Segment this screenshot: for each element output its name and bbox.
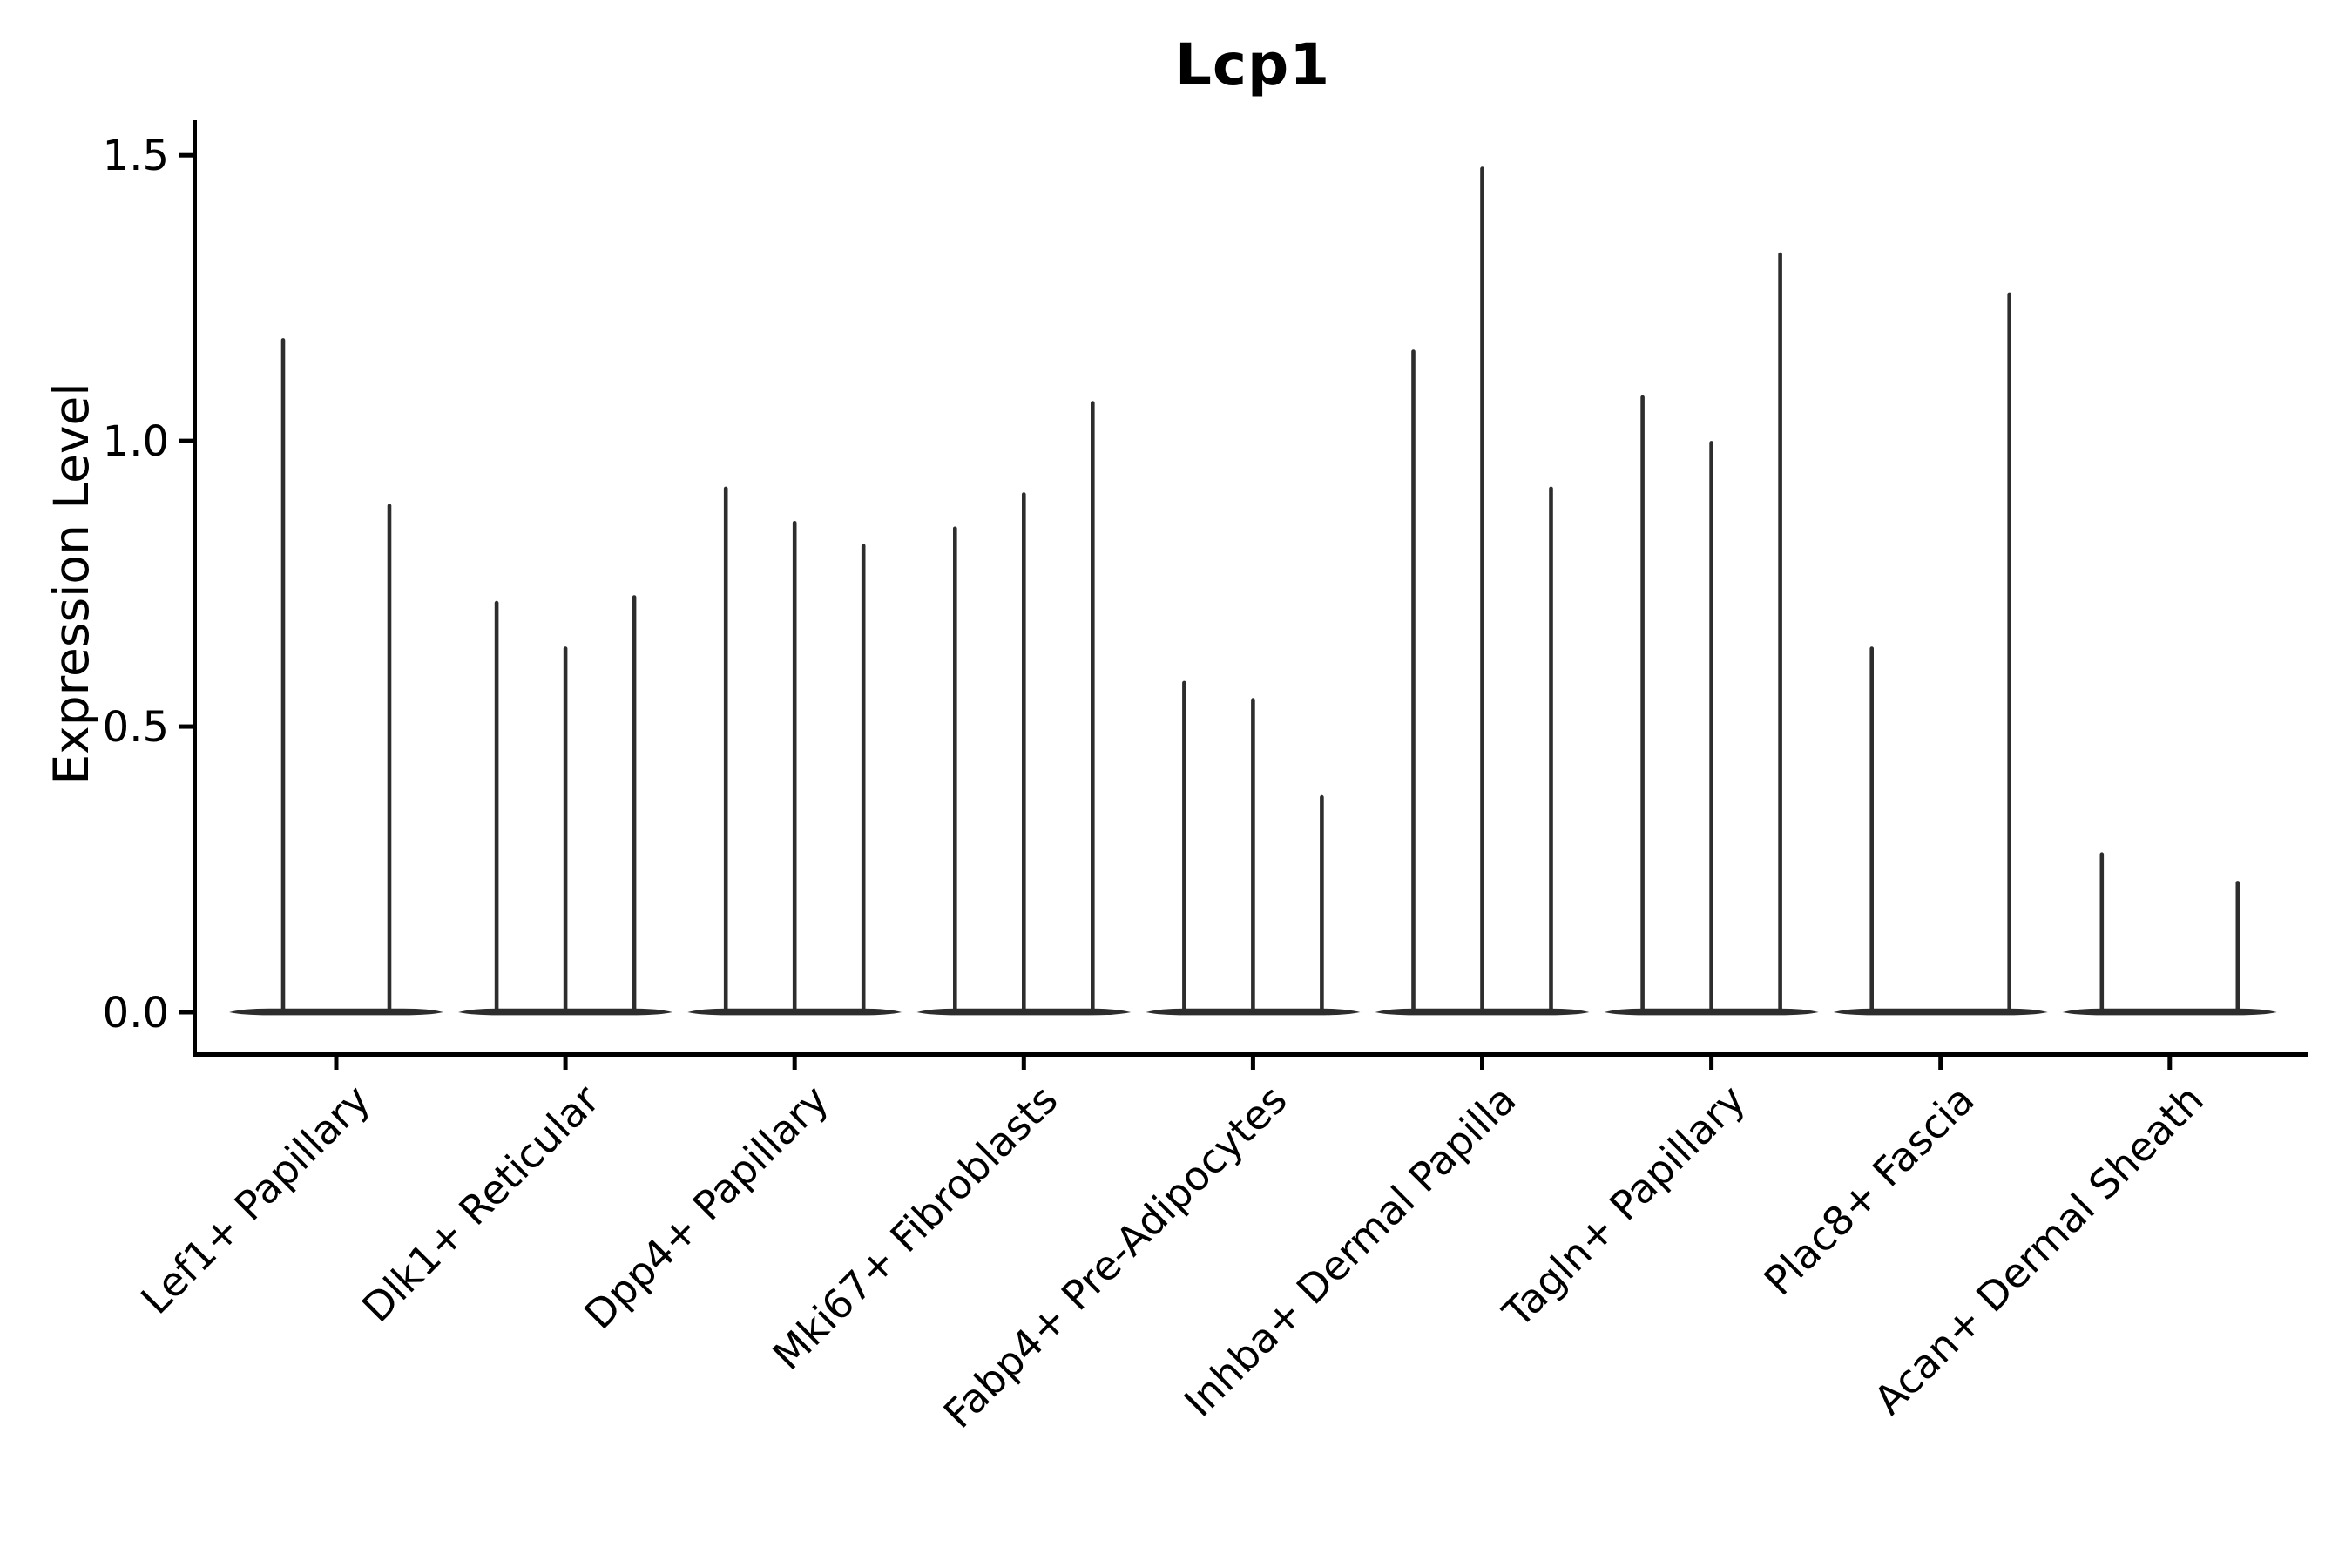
- x-tick-dpp4-papillary: [792, 1057, 797, 1070]
- violin-spike-dlk1-reticular-2: [632, 595, 637, 1014]
- violin-base-mki67-fibroblasts: [916, 1008, 1132, 1016]
- violin-spike-plac8-fascia-0: [1869, 646, 1874, 1014]
- violin-spike-mki67-fibroblasts-2: [1091, 401, 1095, 1014]
- violin-spike-mki67-fibroblasts-1: [1022, 492, 1026, 1014]
- violin-spike-acan-dermal-sheath-0: [2099, 852, 2105, 1014]
- violin-base-dlk1-reticular: [458, 1008, 673, 1016]
- y-tick-label-1.0: 1.0: [103, 417, 169, 466]
- y-tick-0.5: [179, 724, 193, 729]
- y-tick-label-0.0: 0.0: [103, 989, 169, 1037]
- y-axis-label: Expression Level: [44, 382, 99, 785]
- violin-spike-fabp4-pre-adipocytes-0: [1182, 680, 1186, 1014]
- violin-base-fabp4-pre-adipocytes: [1146, 1008, 1361, 1016]
- x-tick-fabp4-pre-adipocytes: [1250, 1057, 1255, 1070]
- violin-base-inhba-dermal-papilla: [1375, 1008, 1590, 1016]
- violin-spike-inhba-dermal-papilla-0: [1411, 349, 1416, 1014]
- x-axis-spine: [193, 1052, 2308, 1057]
- violin-spike-mki67-fibroblasts-0: [953, 526, 957, 1014]
- violin-spike-fabp4-pre-adipocytes-2: [1320, 794, 1324, 1014]
- x-tick-acan-dermal-sheath: [2167, 1057, 2173, 1070]
- violin-spike-lef1-papillary-1: [387, 504, 392, 1014]
- violin-base-acan-dermal-sheath: [2062, 1008, 2277, 1016]
- violin-spike-fabp4-pre-adipocytes-1: [1251, 698, 1255, 1014]
- violin-spike-acan-dermal-sheath-1: [2235, 881, 2240, 1014]
- violin-base-tagln-papillary: [1604, 1008, 1819, 1016]
- y-tick-label-0.5: 0.5: [103, 703, 169, 752]
- violin-spike-dpp4-papillary-0: [723, 486, 728, 1014]
- x-tick-mki67-fibroblasts: [1021, 1057, 1026, 1070]
- violin-spike-inhba-dermal-papilla-2: [1549, 486, 1553, 1014]
- x-tick-label-dpp4-papillary: Dpp4+ Papillary: [575, 1076, 837, 1338]
- violin-spike-plac8-fascia-1: [2007, 292, 2011, 1015]
- violin-spike-dpp4-papillary-2: [861, 544, 866, 1014]
- violin-spike-tagln-papillary-0: [1640, 395, 1645, 1014]
- violin-spike-dlk1-reticular-0: [494, 600, 499, 1014]
- y-tick-label-1.5: 1.5: [103, 132, 169, 180]
- violin-base-lef1-papillary: [229, 1008, 443, 1016]
- y-tick-1.5: [179, 152, 193, 158]
- violin-spike-dlk1-reticular-1: [563, 646, 568, 1014]
- x-tick-label-lef1-papillary: Lef1+ Papillary: [132, 1076, 379, 1323]
- y-tick-0.0: [179, 1010, 193, 1015]
- x-tick-label-tagln-papillary: Tagln+ Papillary: [1493, 1076, 1754, 1337]
- x-tick-label-plac8-fascia: Plac8+ Fascia: [1754, 1076, 1983, 1304]
- y-axis-spine: [193, 120, 197, 1057]
- violin-spike-tagln-papillary-1: [1709, 441, 1713, 1015]
- x-tick-lef1-papillary: [334, 1057, 339, 1070]
- x-tick-plac8-fascia: [1938, 1057, 1943, 1070]
- x-tick-tagln-papillary: [1709, 1057, 1714, 1070]
- violin-spike-tagln-papillary-2: [1778, 252, 1782, 1014]
- violin-base-dpp4-papillary: [687, 1008, 902, 1016]
- y-tick-1.0: [179, 438, 193, 443]
- x-tick-dlk1-reticular: [563, 1057, 568, 1070]
- x-tick-inhba-dermal-papilla: [1480, 1057, 1484, 1070]
- x-tick-label-dlk1-reticular: Dlk1+ Reticular: [353, 1076, 608, 1331]
- chart-title: Lcp1: [1174, 31, 1331, 98]
- violin-spike-dpp4-papillary-1: [792, 521, 797, 1014]
- violin-base-plac8-fascia: [1833, 1008, 2048, 1016]
- violin-spike-inhba-dermal-papilla-1: [1480, 166, 1484, 1015]
- violin-spike-lef1-papillary-0: [280, 338, 286, 1015]
